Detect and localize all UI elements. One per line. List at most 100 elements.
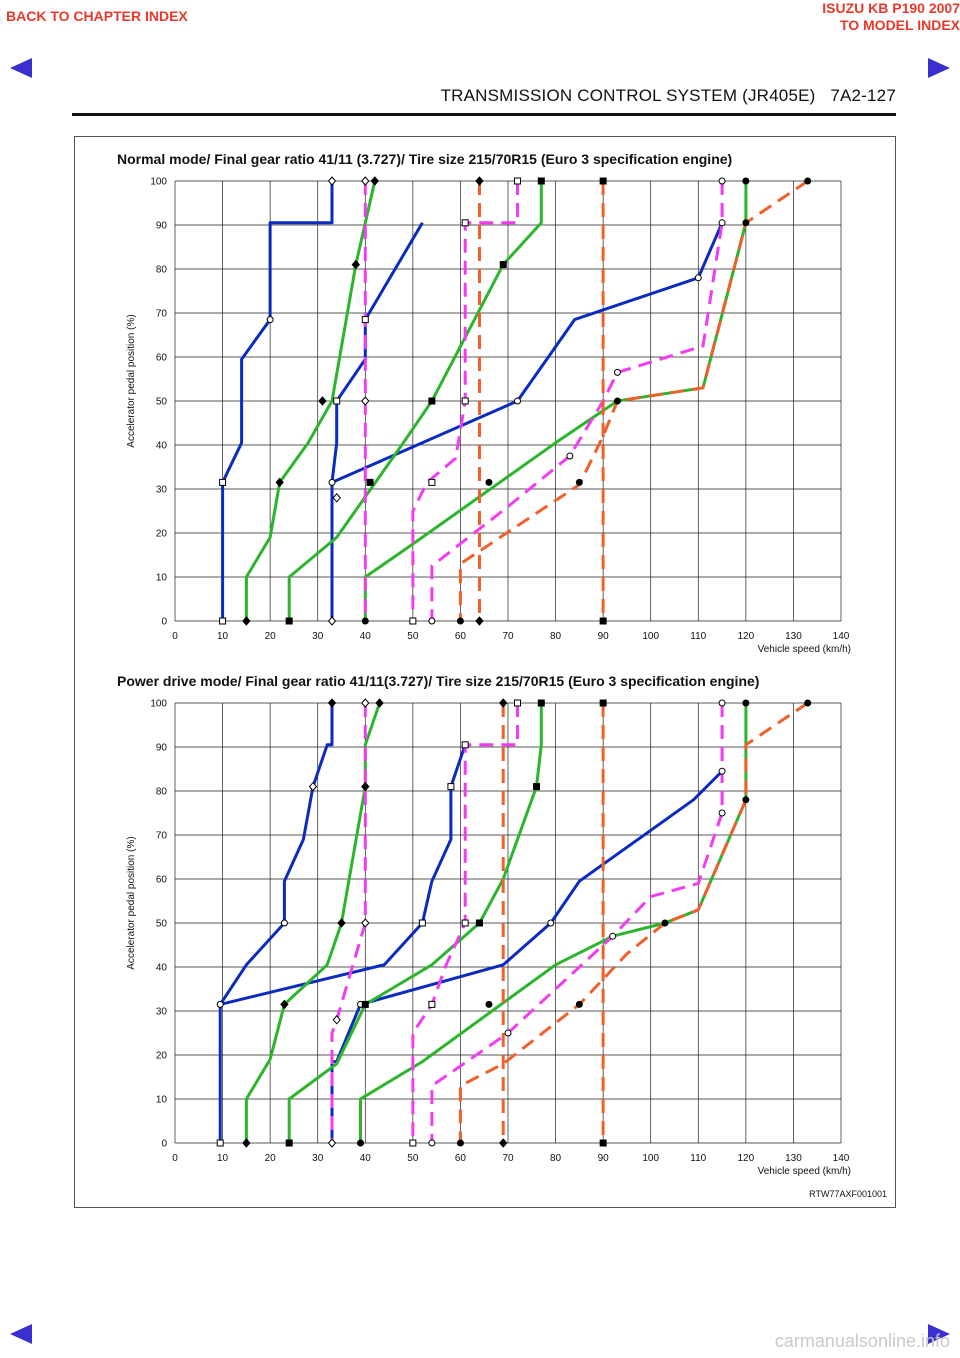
series-line-1-2-upshift-lock-up <box>244 180 377 621</box>
previous-page-arrow-bottom-icon[interactable] <box>10 1324 32 1344</box>
model-index-block[interactable]: ISUZU KB P190 2007 TO MODEL INDEX <box>0 0 960 34</box>
data-point-square <box>361 316 369 324</box>
data-point-diamond <box>327 176 337 186</box>
data-point-square <box>499 261 507 269</box>
data-point-circle <box>609 932 617 940</box>
y-tick-label: 10 <box>156 573 168 584</box>
data-point-diamond <box>361 396 370 406</box>
page-number: 7A2-127 <box>830 86 896 105</box>
y-tick-label: 30 <box>156 1007 168 1018</box>
x-tick-label: 140 <box>833 1153 850 1164</box>
y-tick-label: 80 <box>156 787 168 798</box>
data-point-diamond <box>361 176 370 186</box>
model-name-link[interactable]: ISUZU KB P190 2007 <box>822 0 960 16</box>
y-axis-label: Accelerator pedal position (%) <box>126 314 137 447</box>
data-point-circle <box>357 1139 365 1147</box>
y-tick-label: 40 <box>156 963 168 974</box>
next-page-arrow-bottom-icon[interactable] <box>928 1324 950 1344</box>
x-tick-label: 60 <box>455 631 467 642</box>
data-point-square <box>461 219 469 227</box>
data-point-square <box>219 478 227 486</box>
y-tick-label: 100 <box>150 177 167 188</box>
data-point-circle <box>742 177 750 185</box>
series-line-1-2-upshift <box>221 181 334 621</box>
data-point-square <box>475 919 483 927</box>
x-tick-label: 100 <box>642 631 659 642</box>
data-point-circle <box>804 699 812 707</box>
series-line-3-4-upshift <box>331 222 724 484</box>
data-point-circle <box>485 478 493 486</box>
y-tick-label: 70 <box>156 831 168 842</box>
x-tick-label: 140 <box>833 631 850 642</box>
x-tick-label: 40 <box>360 631 372 642</box>
data-point-diamond <box>327 698 337 708</box>
data-point-diamond <box>499 1138 508 1148</box>
y-axis-label: Accelerator pedal position (%) <box>126 836 137 969</box>
series-line-1-2-upshift <box>218 703 334 1143</box>
x-tick-label: 110 <box>690 1153 706 1164</box>
data-point-square <box>599 617 607 625</box>
x-tick-label: 130 <box>785 1153 802 1164</box>
y-tick-label: 90 <box>156 743 168 754</box>
series-line-3-4-upshift <box>330 770 724 1143</box>
data-point-diamond <box>475 616 484 626</box>
x-tick-label: 20 <box>265 1153 277 1164</box>
x-tick-label: 30 <box>312 1153 324 1164</box>
x-tick-label: 10 <box>217 1153 229 1164</box>
data-point-square <box>409 1139 417 1147</box>
data-point-circle <box>742 699 750 707</box>
data-point-circle <box>718 809 726 817</box>
y-tick-label: 10 <box>156 1095 168 1106</box>
data-point-diamond <box>332 1015 341 1025</box>
data-point-square <box>428 478 436 486</box>
y-tick-label: 20 <box>156 529 168 540</box>
model-index-link[interactable]: TO MODEL INDEX <box>839 17 960 33</box>
data-point-square <box>461 741 469 749</box>
x-tick-label: 0 <box>172 631 178 642</box>
data-point-square <box>219 617 227 625</box>
x-tick-label: 100 <box>642 1153 659 1164</box>
y-tick-label: 50 <box>156 919 168 930</box>
data-point-circle <box>661 919 669 927</box>
data-point-square <box>409 617 417 625</box>
x-tick-label: 70 <box>502 631 514 642</box>
data-point-circle <box>280 919 288 927</box>
back-to-chapter-index-link[interactable]: BACK TO CHAPTER INDEX <box>6 8 188 24</box>
y-tick-label: 60 <box>156 353 168 364</box>
data-point-circle <box>718 699 726 707</box>
previous-page-arrow-icon[interactable] <box>10 58 32 78</box>
header-rule <box>72 113 896 116</box>
y-tick-label: 50 <box>156 397 168 408</box>
y-tick-label: 0 <box>161 617 167 628</box>
data-point-square <box>537 699 545 707</box>
x-tick-label: 90 <box>598 1153 610 1164</box>
y-tick-label: 70 <box>156 309 168 320</box>
y-tick-label: 40 <box>156 441 168 452</box>
x-tick-label: 0 <box>172 1153 178 1164</box>
series-line-3rd-4th-lock-up-off <box>458 701 809 1143</box>
y-tick-label: 100 <box>150 699 167 710</box>
data-point-circle <box>547 919 555 927</box>
data-point-circle <box>428 1139 436 1147</box>
data-point-circle <box>504 1029 512 1037</box>
normal-mode-shift-chart: 0 10 20 30 40 50 60 70 80 90 100 110 120 130 140 0 10 20 3… <box>126 176 851 655</box>
data-point-circle <box>575 1000 583 1008</box>
data-point-diamond <box>242 1138 251 1148</box>
data-point-square <box>361 1000 369 1008</box>
x-tick-label: 20 <box>265 631 277 642</box>
data-point-square <box>533 783 541 791</box>
x-tick-label: 70 <box>502 1153 514 1164</box>
x-tick-label: 120 <box>738 631 755 642</box>
series-line-2-3-upshift <box>330 222 424 621</box>
data-point-circle <box>566 452 574 460</box>
x-tick-label: 40 <box>360 1153 372 1164</box>
data-point-circle <box>428 617 436 625</box>
next-page-arrow-icon[interactable] <box>928 58 950 78</box>
y-tick-label: 60 <box>156 875 168 886</box>
data-point-circle <box>742 796 750 804</box>
data-point-diamond <box>475 176 484 186</box>
data-point-diamond <box>242 616 251 626</box>
x-tick-label: 130 <box>785 631 802 642</box>
data-point-circle <box>485 1000 493 1008</box>
x-tick-label: 10 <box>217 631 229 642</box>
